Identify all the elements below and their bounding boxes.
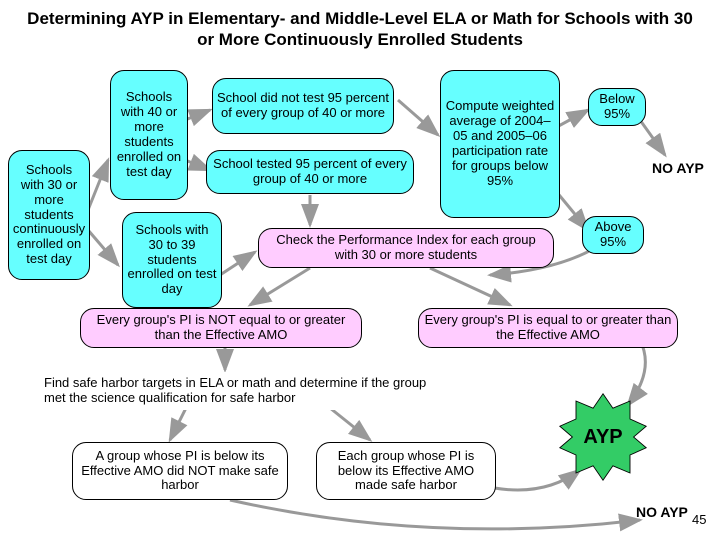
noayp-top: NO AYP xyxy=(652,160,704,176)
slide-number: 45 xyxy=(692,512,706,527)
ayp-star: AYP xyxy=(558,392,648,482)
node-sh-no: A group whose PI is below its Effective … xyxy=(72,442,288,500)
node-pi-no: Every group's PI is NOT equal to or grea… xyxy=(80,308,362,348)
node-forty: Schools with 40 or more students enrolle… xyxy=(110,70,188,200)
node-above95: Above 95% xyxy=(582,216,644,254)
node-checkpi: Check the Performance Index for each gro… xyxy=(258,228,554,268)
node-below95: Below 95% xyxy=(588,88,646,126)
ayp-label: AYP xyxy=(583,426,622,449)
node-notest95: School did not test 95 percent of every … xyxy=(212,78,394,134)
node-sh-yes: Each group whose PI is below its Effecti… xyxy=(316,442,496,500)
node-thirty: Schools with 30 to 39 students enrolled … xyxy=(122,212,222,308)
noayp-bottom: NO AYP xyxy=(636,504,688,520)
node-safeharbor: Find safe harbor targets in ELA or math … xyxy=(40,372,452,410)
node-start: Schools with 30 or more students continu… xyxy=(8,150,90,280)
page-title: Determining AYP in Elementary- and Middl… xyxy=(0,0,720,57)
node-weighted: Compute weighted average of 2004–05 and … xyxy=(440,70,560,218)
node-test95: School tested 95 percent of every group … xyxy=(206,150,414,194)
node-pi-yes: Every group's PI is equal to or greater … xyxy=(418,308,678,348)
